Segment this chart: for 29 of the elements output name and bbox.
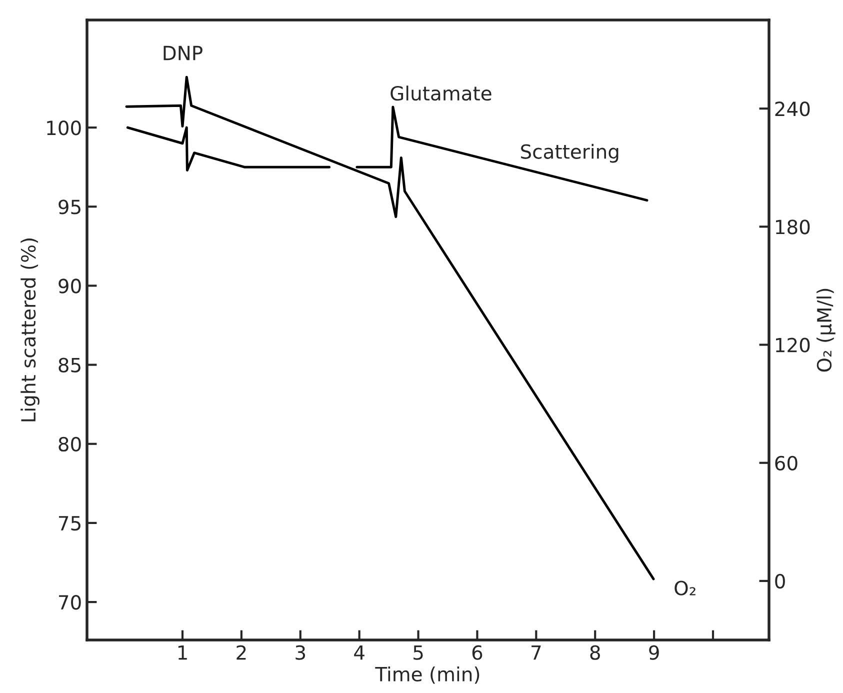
y2-tick-label: 0 bbox=[775, 574, 785, 589]
y-tick-label: 75 bbox=[58, 516, 80, 531]
x-tick-label: 8 bbox=[590, 645, 600, 660]
y-tick-label: 100 bbox=[47, 120, 81, 136]
x-tick-label: 7 bbox=[532, 645, 541, 660]
x-axis-title: Time (min) bbox=[375, 666, 480, 684]
x-tick-label: 4 bbox=[354, 645, 364, 660]
annotation: DNP bbox=[164, 46, 202, 60]
x-tick-label: 6 bbox=[472, 645, 482, 660]
y-axis-title: Light scattered (%) bbox=[20, 238, 40, 422]
x-tick-label: 3 bbox=[296, 645, 306, 660]
y2-axis-title: O₂ (μM/l) bbox=[816, 288, 836, 372]
x-tick-label: 1 bbox=[178, 645, 187, 660]
y-tick-label: 80 bbox=[58, 436, 81, 452]
y-tick-label: 90 bbox=[58, 278, 81, 294]
annotation: O₂ bbox=[674, 580, 696, 596]
y2-tick-label: 120 bbox=[776, 338, 810, 352]
y-tick-label: 95 bbox=[58, 200, 80, 214]
y2-tick-label: 60 bbox=[775, 456, 798, 471]
x-tick-label: 9 bbox=[649, 645, 659, 660]
annotation: Glutamate bbox=[390, 86, 492, 101]
x-tick-label: 2 bbox=[236, 645, 246, 660]
y2-tick-label: 180 bbox=[776, 220, 810, 234]
annotation: Scattering bbox=[521, 144, 618, 163]
line-series bbox=[125, 76, 655, 580]
x-tick-label: 5 bbox=[414, 645, 423, 660]
y-tick-label: 70 bbox=[58, 594, 81, 610]
y2-tick-label: 240 bbox=[775, 102, 810, 116]
y-tick-label: 85 bbox=[58, 358, 80, 372]
